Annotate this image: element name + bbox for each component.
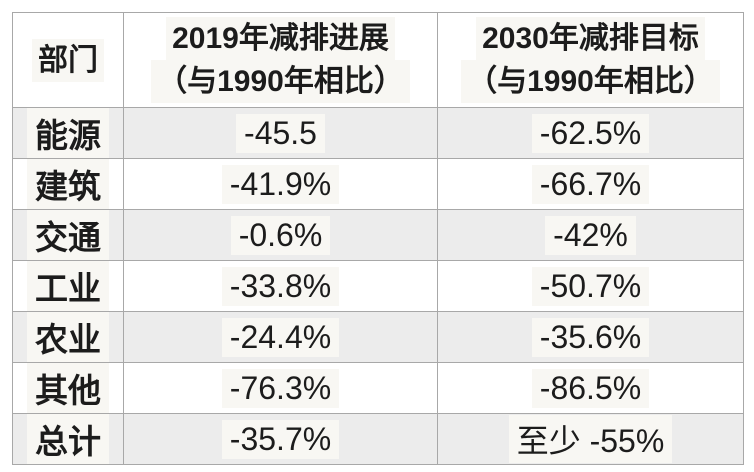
- table-row-industry: 工业 -33.8% -50.7%: [12, 260, 744, 312]
- table-row-total: 总计 -35.7% 至少 -55%: [12, 413, 744, 465]
- sector-cell: 能源: [12, 107, 124, 159]
- header-progress-2019-line1: 2019年减排进展: [166, 17, 395, 60]
- sector-cell: 工业: [12, 260, 124, 312]
- table-row-other: 其他 -76.3% -86.5%: [12, 362, 744, 414]
- header-target-2030-line1: 2030年减排目标: [476, 17, 705, 60]
- target-2030-cell: -62.5%: [437, 107, 744, 159]
- emissions-table: 部门 2019年减排进展 （与1990年相比） 2030年减排目标 （与1990…: [12, 12, 744, 465]
- table-row-energy: 能源 -45.5 -62.5%: [12, 107, 744, 159]
- header-sector-label: 部门: [32, 38, 104, 82]
- target-2030-cell: -50.7%: [437, 260, 744, 312]
- target-2030-cell: -35.6%: [437, 311, 744, 363]
- progress-2019-cell: -35.7%: [123, 413, 438, 465]
- progress-2019-cell: -45.5: [123, 107, 438, 159]
- table-body: 能源 -45.5 -62.5% 建筑 -41.9% -66.7% 交通 -0.6…: [12, 107, 744, 465]
- progress-2019-cell: -0.6%: [123, 209, 438, 261]
- sector-cell: 建筑: [12, 158, 124, 210]
- header-cell-progress-2019: 2019年减排进展 （与1990年相比）: [123, 12, 438, 108]
- table-row-buildings: 建筑 -41.9% -66.7%: [12, 158, 744, 210]
- progress-2019-cell: -33.8%: [123, 260, 438, 312]
- sector-cell: 农业: [12, 311, 124, 363]
- target-2030-cell: -42%: [437, 209, 744, 261]
- progress-2019-cell: -76.3%: [123, 362, 438, 414]
- table-header-row: 部门 2019年减排进展 （与1990年相比） 2030年减排目标 （与1990…: [12, 12, 744, 108]
- table-row-transport: 交通 -0.6% -42%: [12, 209, 744, 261]
- sector-cell: 总计: [12, 413, 124, 465]
- table-row-agriculture: 农业 -24.4% -35.6%: [12, 311, 744, 363]
- header-cell-sector: 部门: [12, 12, 124, 108]
- target-2030-cell: 至少 -55%: [437, 413, 744, 465]
- sector-cell: 其他: [12, 362, 124, 414]
- progress-2019-cell: -41.9%: [123, 158, 438, 210]
- header-cell-target-2030: 2030年减排目标 （与1990年相比）: [437, 12, 744, 108]
- table-head: 部门 2019年减排进展 （与1990年相比） 2030年减排目标 （与1990…: [12, 12, 744, 108]
- target-2030-cell: -66.7%: [437, 158, 744, 210]
- header-progress-2019-line2: （与1990年相比）: [151, 60, 410, 103]
- progress-2019-cell: -24.4%: [123, 311, 438, 363]
- header-target-2030-line2: （与1990年相比）: [461, 60, 720, 103]
- target-2030-cell: -86.5%: [437, 362, 744, 414]
- sector-cell: 交通: [12, 209, 124, 261]
